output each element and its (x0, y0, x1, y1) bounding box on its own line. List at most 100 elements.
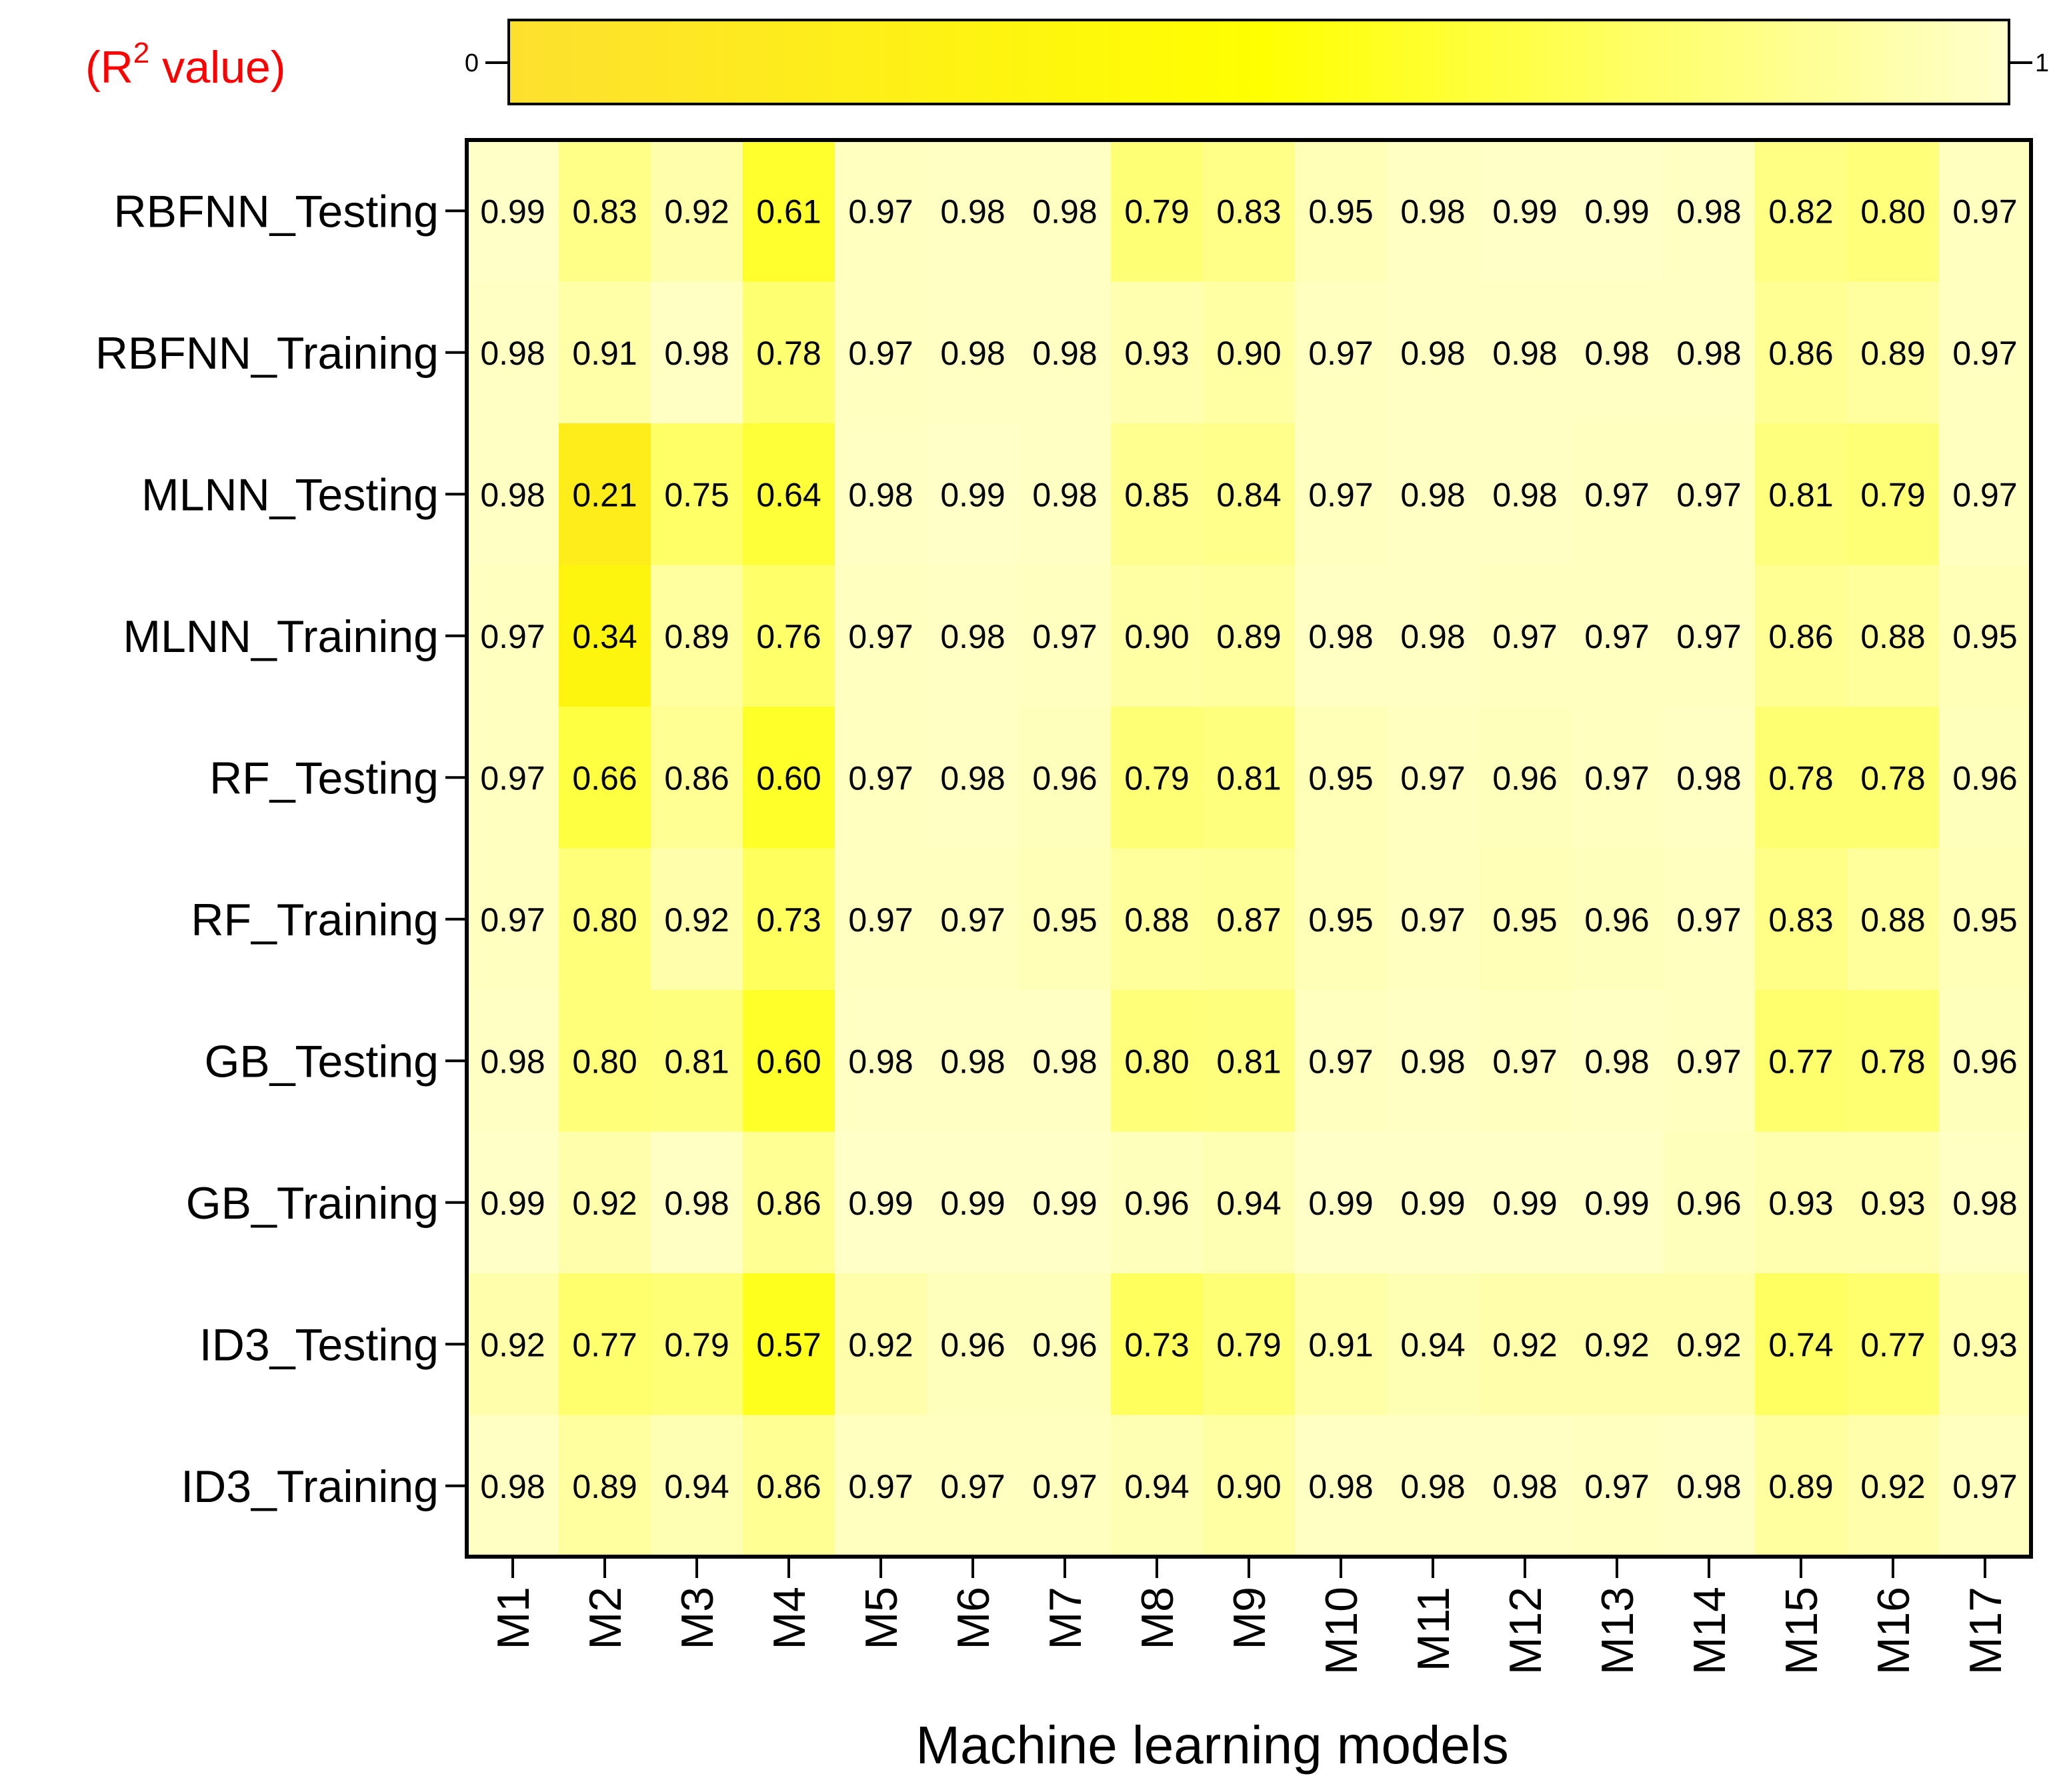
heatmap-cell (467, 281, 559, 424)
heatmap-cell (1387, 1273, 1480, 1415)
cell-value-label: 0.89 (664, 618, 729, 655)
cell-value-label: 0.97 (1032, 618, 1097, 655)
heatmap-cell (1387, 281, 1480, 424)
heatmap-cell (1203, 1273, 1296, 1415)
heatmap-cell (1387, 848, 1480, 991)
cell-value-label: 0.85 (1124, 476, 1189, 513)
cell-value-label: 0.97 (848, 901, 913, 939)
heatmap-cell (559, 281, 651, 424)
cell-value-label: 0.93 (1124, 335, 1189, 372)
heatmap-cell (559, 1273, 651, 1415)
cell-value-label: 0.73 (756, 901, 821, 939)
cell-value-label: 0.60 (756, 759, 821, 797)
heatmap-cell (1571, 565, 1664, 707)
cell-value-label: 0.79 (1124, 759, 1189, 797)
heatmap-cell (1847, 1415, 1940, 1557)
cell-value-label: 0.94 (664, 1468, 729, 1505)
cell-value-label: 0.83 (1216, 193, 1281, 230)
cell-value-label: 0.97 (1952, 1468, 2017, 1505)
heatmap-cell (1295, 565, 1388, 707)
heatmap-cell (835, 1131, 927, 1274)
cell-value-label: 0.92 (1676, 1326, 1741, 1363)
heatmap-cell (1479, 1415, 1572, 1557)
heatmap-cell (1111, 848, 1204, 991)
cell-value-label: 0.98 (1676, 193, 1741, 230)
heatmap-cell (1479, 281, 1572, 424)
heatmap-cell (1939, 423, 2032, 565)
heatmap-cell (835, 990, 927, 1132)
column-label: M9 (1224, 1587, 1275, 1649)
column-label: M2 (580, 1587, 631, 1649)
cell-value-label: 0.99 (1584, 193, 1649, 230)
cell-value-label: 0.80 (572, 901, 637, 939)
column-label: M16 (1868, 1587, 1919, 1675)
heatmap-cell (559, 848, 651, 991)
cell-value-label: 0.99 (480, 193, 545, 230)
column-label: M17 (1960, 1587, 2011, 1675)
heatmap-cell (1111, 565, 1204, 707)
heatmap-cell (927, 990, 1019, 1132)
heatmap-cell (1663, 1131, 1756, 1274)
heatmap-cell (1387, 565, 1480, 707)
cell-value-label: 0.99 (1492, 1185, 1557, 1222)
heatmap-cell (1847, 423, 1940, 565)
heatmap-cell (835, 1415, 927, 1557)
cell-value-label: 0.98 (940, 618, 1005, 655)
cell-value-label: 0.99 (480, 1185, 545, 1222)
cell-value-label: 0.88 (1860, 901, 1925, 939)
heatmap-cell (467, 848, 559, 991)
cell-value-label: 0.90 (1216, 335, 1281, 372)
cell-value-label: 0.98 (1584, 335, 1649, 372)
cell-value-label: 0.87 (1216, 901, 1281, 939)
heatmap-cell (1663, 848, 1756, 991)
cell-value-label: 0.97 (1676, 901, 1741, 939)
heatmap-cell (927, 565, 1019, 707)
heatmap-cell (1111, 1131, 1204, 1274)
heatmap-cell (1111, 707, 1204, 849)
heatmap-cell (467, 1131, 559, 1274)
heatmap-cell (651, 423, 743, 565)
heatmap-cell (1203, 707, 1296, 849)
cell-value-label: 0.98 (1492, 476, 1557, 513)
heatmap-cell (835, 707, 927, 849)
heatmap-cell (1479, 1273, 1572, 1415)
colorbar-min-label: 0 (465, 49, 479, 77)
heatmap-cell (1755, 1131, 1848, 1274)
heatmap-cell (1755, 848, 1848, 991)
cell-value-label: 0.93 (1860, 1185, 1925, 1222)
cell-value-label: 0.80 (572, 1043, 637, 1080)
heatmap-cell (743, 281, 835, 424)
heatmap-cell (1479, 707, 1572, 849)
cell-value-label: 0.64 (756, 476, 821, 513)
row-labels: RBFNN_Testing RBFNN_Training MLNN_Testing M… (95, 186, 467, 1512)
cell-value-label: 0.93 (1768, 1185, 1833, 1222)
row-label: RBFNN_Training (95, 328, 439, 379)
heatmap-cell (467, 1415, 559, 1557)
heatmap-cell (559, 1131, 651, 1274)
heatmap-cell (1571, 1415, 1664, 1557)
cell-value-label: 0.95 (1492, 901, 1557, 939)
cell-value-label: 0.99 (848, 1185, 913, 1222)
heatmap-cell (1847, 1131, 1940, 1274)
heatmap-cell (651, 707, 743, 849)
heatmap-cell (1019, 848, 1112, 991)
heatmap-cell (1663, 565, 1756, 707)
cell-value-label: 0.80 (1860, 193, 1925, 230)
heatmap-cell (1755, 1415, 1848, 1557)
cell-value-label: 0.91 (572, 335, 637, 372)
cell-value-label: 0.86 (756, 1185, 821, 1222)
cell-value-label: 0.94 (1216, 1185, 1281, 1222)
heatmap-cell (835, 423, 927, 565)
cell-value-label: 0.97 (1952, 335, 2017, 372)
cell-value-label: 0.92 (1860, 1468, 1925, 1505)
heatmap-cell (1939, 707, 2032, 849)
heatmap-cell (559, 1415, 651, 1557)
cell-value-label: 0.77 (1860, 1326, 1925, 1363)
cell-value-label: 0.99 (940, 1185, 1005, 1222)
heatmap-cell (1847, 990, 1940, 1132)
cell-value-label: 0.97 (848, 193, 913, 230)
cell-value-label: 0.66 (572, 759, 637, 797)
cell-value-label: 0.98 (1032, 335, 1097, 372)
cell-value-label: 0.95 (1308, 759, 1373, 797)
